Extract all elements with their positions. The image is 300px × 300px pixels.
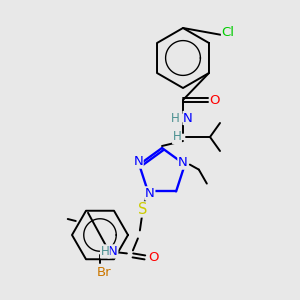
Text: S: S	[138, 202, 148, 217]
Text: H: H	[172, 130, 182, 143]
Text: N: N	[145, 187, 155, 200]
Text: Cl: Cl	[221, 26, 235, 40]
Text: N: N	[108, 245, 118, 258]
Text: N: N	[183, 112, 193, 124]
Text: H: H	[171, 112, 179, 124]
Text: O: O	[210, 94, 220, 106]
Text: H: H	[100, 245, 109, 258]
Text: N: N	[178, 156, 188, 169]
Text: Br: Br	[97, 266, 111, 280]
Text: N: N	[133, 155, 143, 168]
Text: O: O	[148, 251, 159, 264]
